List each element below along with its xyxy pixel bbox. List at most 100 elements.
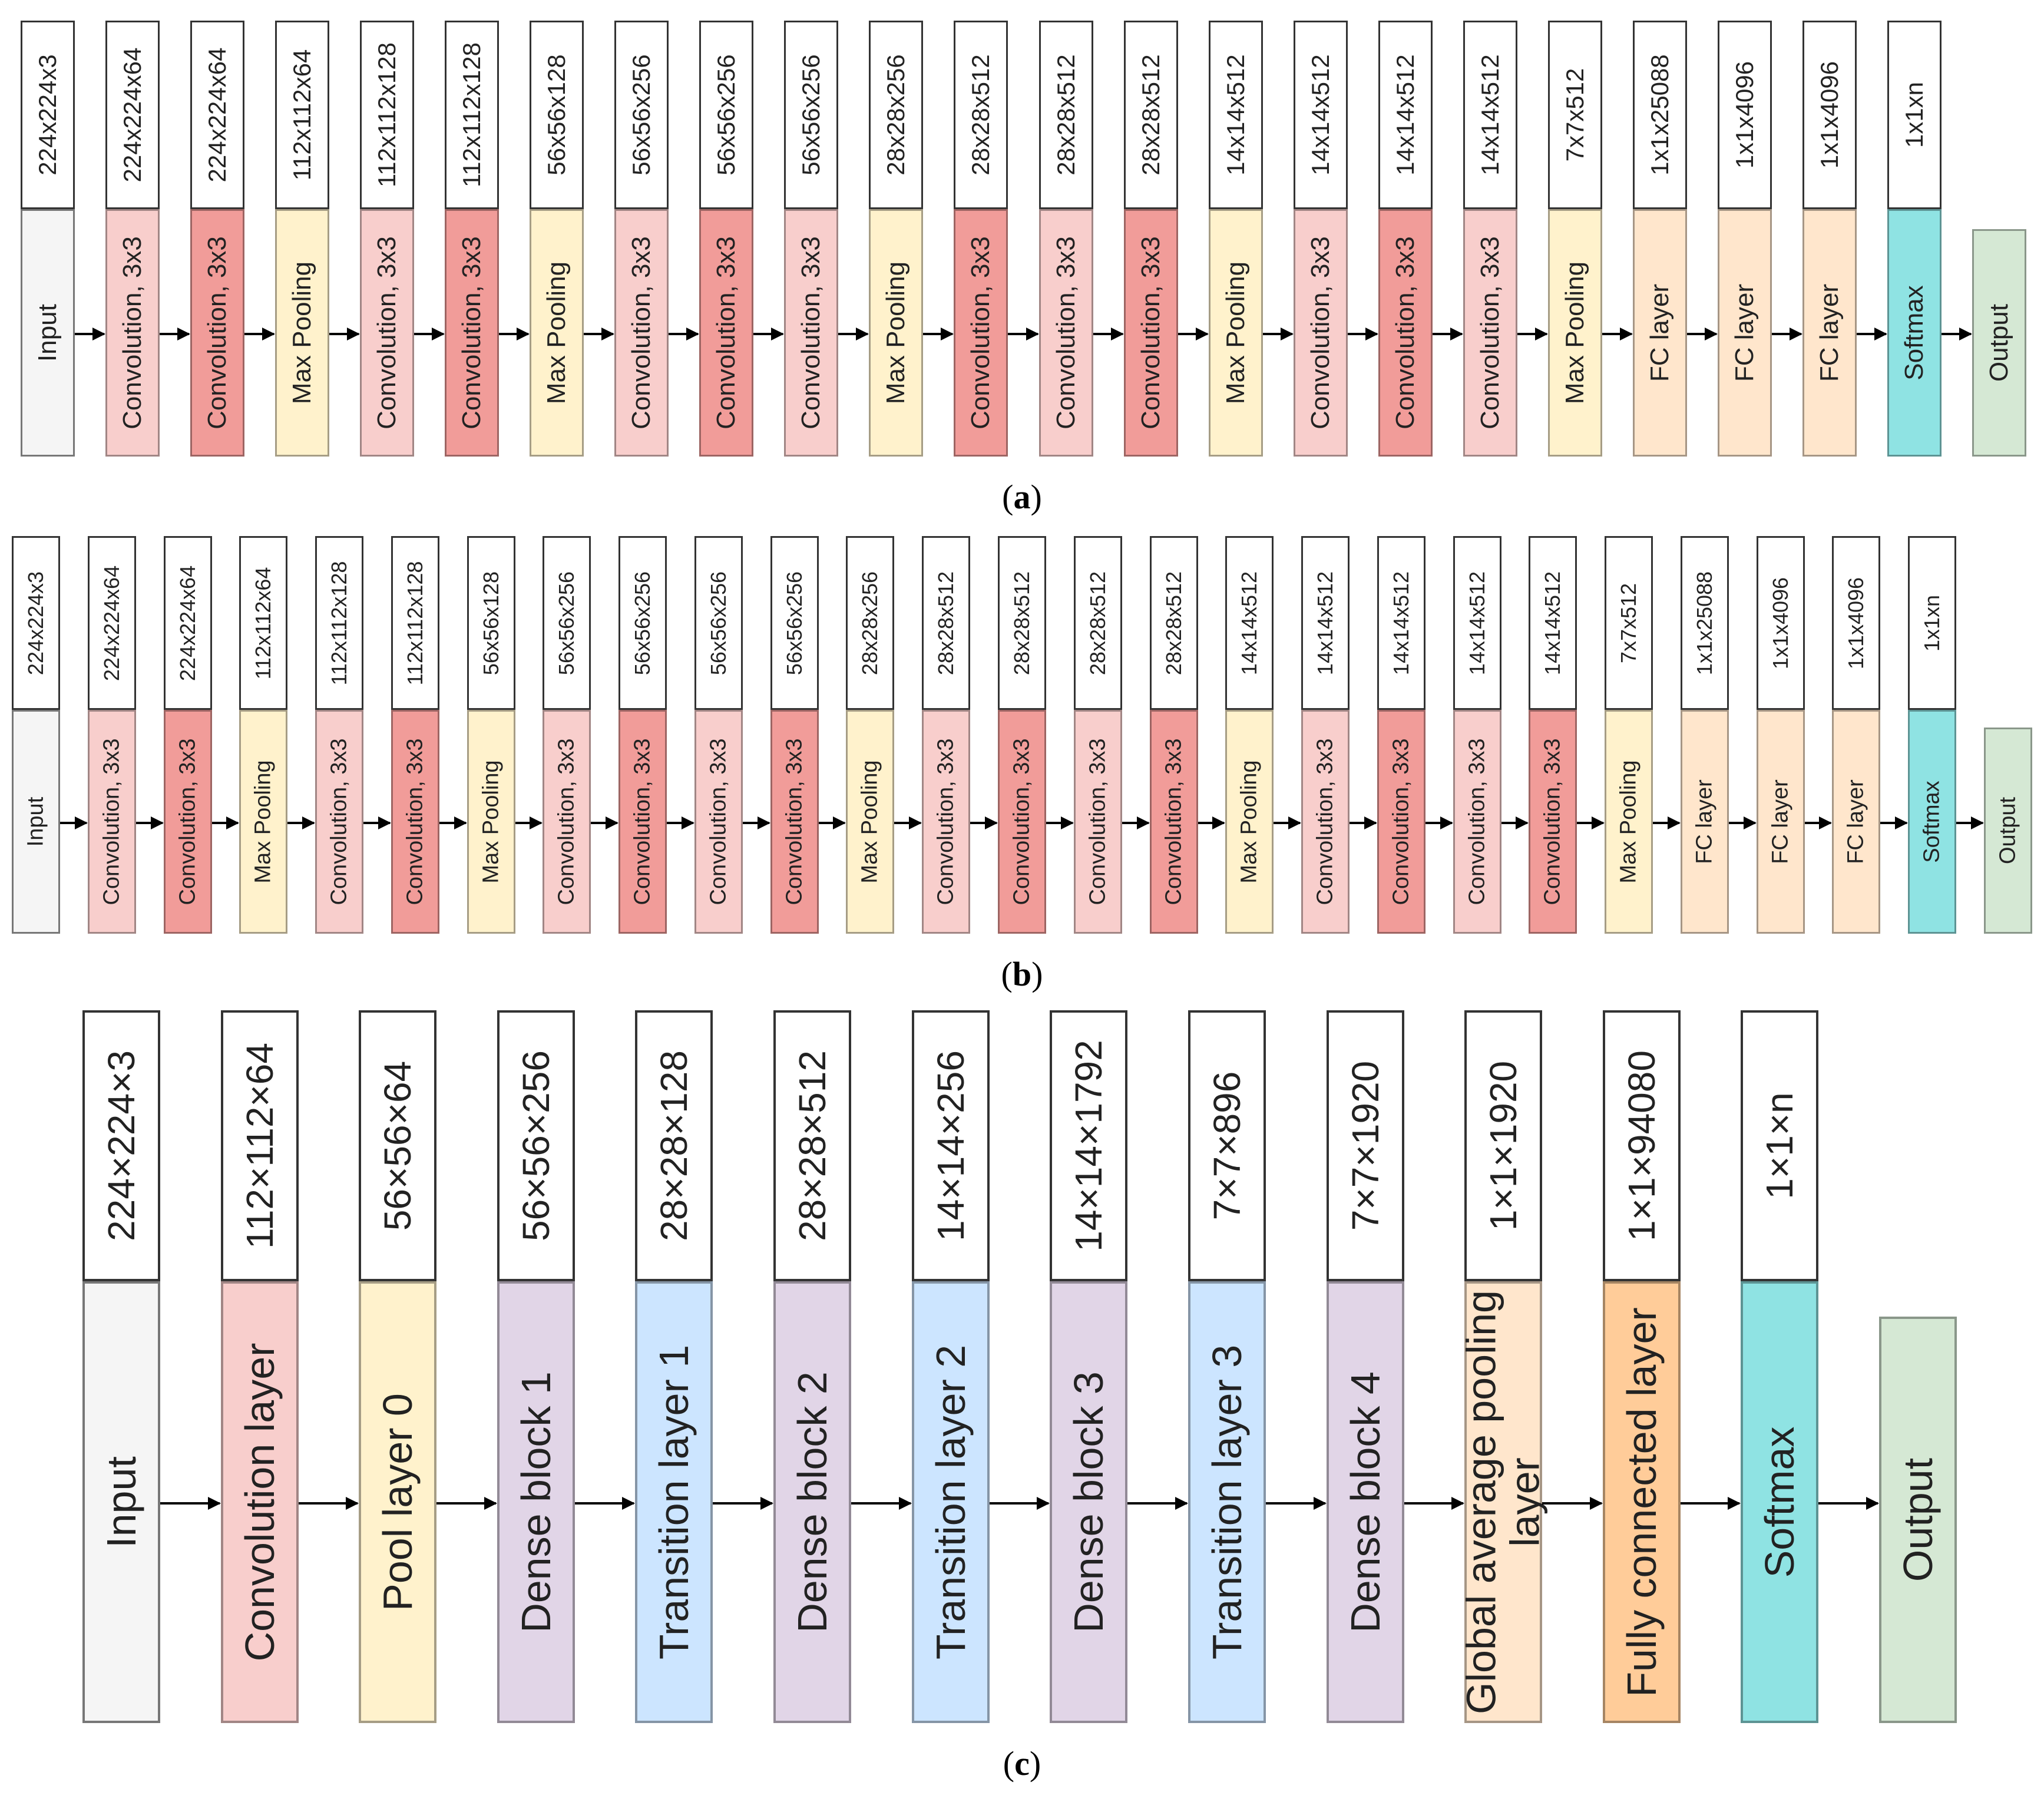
caption: (c) bbox=[1003, 1744, 1041, 1783]
layer-label: Convolution, 3x3 bbox=[933, 738, 958, 905]
size-label: 28x28x512 bbox=[1136, 54, 1165, 176]
flow-arrow bbox=[1093, 328, 1124, 340]
layer-conv-dark: Convolution, 3x3 bbox=[1378, 209, 1433, 457]
layer-conv-light: Convolution, 3x3 bbox=[1293, 209, 1348, 457]
layer-label: Convolution, 3x3 bbox=[175, 738, 200, 905]
layer-label: Transition layer 2 bbox=[927, 1344, 974, 1660]
size-label: 28×28×128 bbox=[653, 1050, 696, 1241]
size-box: 56x56x256 bbox=[543, 536, 591, 710]
size-box: 1x1xn bbox=[1908, 536, 1957, 710]
layer-pool: Max Pooling bbox=[530, 209, 584, 457]
flow-arrow bbox=[439, 816, 467, 829]
size-box: 7×7×1920 bbox=[1326, 1010, 1404, 1281]
flow-arrow bbox=[1728, 816, 1757, 829]
layer-label: Max Pooling bbox=[1560, 261, 1589, 405]
layer-label: Convolution, 3x3 bbox=[1540, 738, 1565, 905]
size-box: 56x56x256 bbox=[770, 536, 819, 710]
size-box: 56×56×256 bbox=[497, 1010, 575, 1281]
layer-conv-dark: Convolution, 3x3 bbox=[954, 209, 1008, 457]
size-label: 14x14x512 bbox=[1391, 54, 1419, 176]
layer-label: Output bbox=[1995, 797, 2020, 865]
layer-label: Convolution, 3x3 bbox=[457, 236, 487, 429]
size-label: 14x14x512 bbox=[1464, 571, 1489, 675]
caption-letter: b bbox=[1012, 955, 1032, 993]
layer-label: Dense block 2 bbox=[789, 1371, 836, 1633]
flow-arrow bbox=[1686, 328, 1718, 340]
layer-label: Convolution, 3x3 bbox=[706, 738, 731, 905]
size-label: 28x28x512 bbox=[1010, 571, 1034, 675]
layer-conv-light: Convolution, 3x3 bbox=[315, 710, 364, 934]
flow-arrow bbox=[75, 328, 106, 340]
size-label: 56x56x128 bbox=[543, 54, 571, 176]
size-label: 224x224x64 bbox=[99, 565, 124, 681]
layer-label: Input bbox=[23, 796, 48, 847]
flow-arrow bbox=[60, 816, 88, 829]
size-label: 112x112x64 bbox=[288, 49, 316, 181]
layer-label: Convolution, 3x3 bbox=[782, 738, 807, 905]
size-label: 224x224x64 bbox=[203, 47, 231, 183]
flow-arrow bbox=[436, 1497, 497, 1510]
flow-arrow bbox=[1771, 328, 1802, 340]
size-label: 56×56×64 bbox=[376, 1060, 419, 1231]
size-box: 56x56x256 bbox=[784, 21, 839, 209]
size-box: 28x28x512 bbox=[954, 21, 1008, 209]
size-box: 14×14×1792 bbox=[1050, 1010, 1128, 1281]
layer-softmax: Softmax bbox=[1887, 209, 1942, 457]
layer-conv-light: Convolution, 3x3 bbox=[360, 209, 415, 457]
layer-conv-dark: Convolution, 3x3 bbox=[391, 710, 439, 934]
size-label: 7x7x512 bbox=[1560, 68, 1589, 162]
layer-label: Convolution, 3x3 bbox=[966, 236, 995, 429]
layer-conv-dark: Convolution, 3x3 bbox=[445, 209, 500, 457]
layer-output: Output bbox=[1984, 728, 2032, 934]
layer-label: Max Pooling bbox=[250, 760, 276, 884]
layer-label: Convolution, 3x3 bbox=[1390, 236, 1420, 429]
size-label: 1x1x4096 bbox=[1730, 61, 1758, 169]
layer-label: Convolution, 3x3 bbox=[554, 738, 579, 905]
layer-label: FC layer bbox=[1645, 283, 1674, 382]
size-box: 112×112×64 bbox=[220, 1010, 299, 1281]
layer-label: Input bbox=[98, 1456, 144, 1548]
size-label: 112x112x128 bbox=[402, 561, 427, 685]
size-box: 112x112x128 bbox=[391, 536, 439, 710]
layer-label: FC layer bbox=[1768, 779, 1793, 864]
flow-arrow bbox=[287, 816, 315, 829]
layer-pool: Max Pooling bbox=[869, 209, 924, 457]
layer-conv-dark: Convolution, 3x3 bbox=[190, 209, 245, 457]
layer-pool: Max Pooling bbox=[1547, 209, 1602, 457]
size-label: 28x28x512 bbox=[934, 571, 958, 675]
layer-label: Softmax bbox=[1899, 285, 1929, 381]
layer-label: Convolution, 3x3 bbox=[796, 236, 826, 429]
flow-arrow bbox=[742, 816, 770, 829]
layer-label: Convolution, 3x3 bbox=[99, 738, 124, 905]
layer-label: Convolution, 3x3 bbox=[1312, 738, 1338, 905]
flow-arrow bbox=[1956, 816, 1984, 829]
size-label: 56x56x256 bbox=[797, 54, 825, 176]
flow-arrow bbox=[1880, 816, 1908, 829]
size-label: 56×56×256 bbox=[514, 1050, 557, 1241]
size-box: 14x14x512 bbox=[1529, 536, 1577, 710]
size-box: 1x1x4096 bbox=[1832, 536, 1881, 710]
size-box: 14x14x512 bbox=[1453, 536, 1501, 710]
size-label: 14x14x512 bbox=[1306, 54, 1334, 176]
flow-arrow bbox=[1198, 816, 1226, 829]
layer-dense: Dense block 1 bbox=[497, 1281, 575, 1723]
flow-arrow bbox=[1046, 816, 1074, 829]
flow-arrow bbox=[818, 816, 846, 829]
layer-fc: FC layer bbox=[1802, 209, 1857, 457]
size-label: 56x56x256 bbox=[630, 571, 655, 675]
layer-pool: Max Pooling bbox=[275, 209, 330, 457]
layer-label: Max Pooling bbox=[1616, 760, 1641, 884]
size-label: 112x112x128 bbox=[327, 561, 352, 685]
layer-conv-light: Convolution, 3x3 bbox=[614, 209, 669, 457]
layer-conv-light: Convolution, 3x3 bbox=[784, 209, 839, 457]
flow-arrow bbox=[1501, 816, 1529, 829]
flow-arrow bbox=[244, 328, 276, 340]
size-box: 28x28x256 bbox=[869, 21, 924, 209]
flow-arrow bbox=[1602, 328, 1633, 340]
layer-label: Input bbox=[33, 304, 62, 362]
size-label: 1x1x4096 bbox=[1768, 577, 1792, 669]
size-box: 112x112x64 bbox=[239, 536, 288, 710]
size-box: 56x56x256 bbox=[699, 21, 754, 209]
layer-conv-dark: Convolution, 3x3 bbox=[619, 710, 667, 934]
